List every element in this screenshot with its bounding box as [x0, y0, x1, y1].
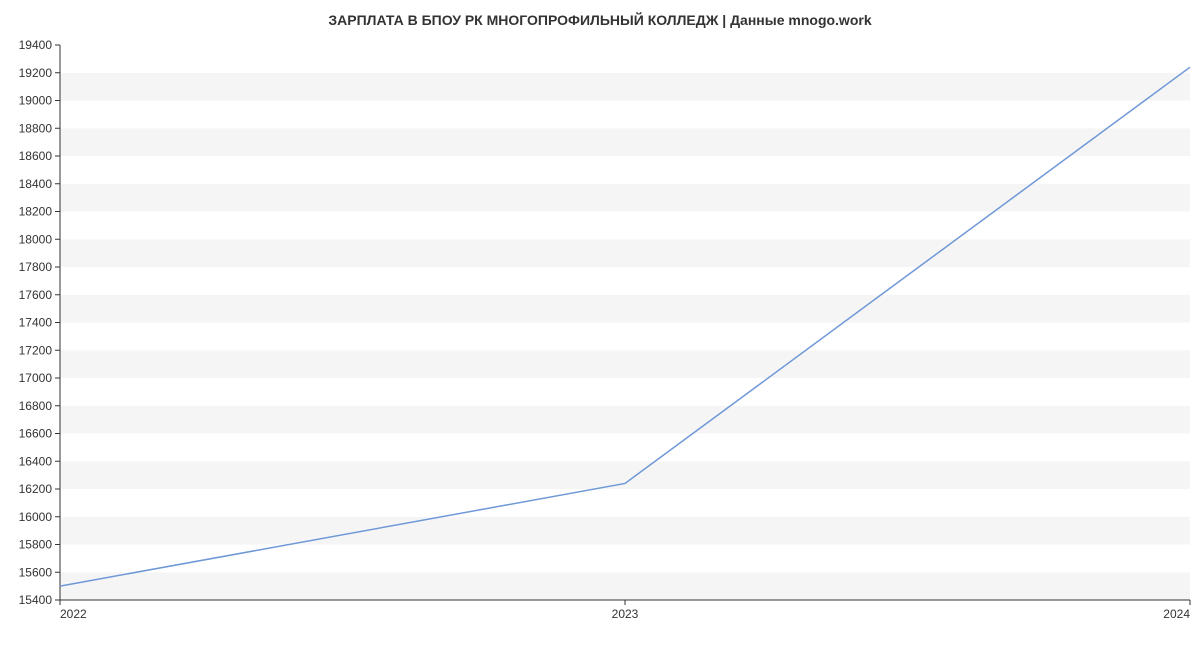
y-tick-label: 18600 [19, 149, 53, 163]
x-tick-label: 2022 [60, 607, 87, 621]
grid-stripe [60, 406, 1190, 434]
grid-stripe [60, 434, 1190, 462]
y-tick-label: 16800 [19, 399, 53, 413]
y-tick-label: 18400 [19, 177, 53, 191]
y-tick-label: 15800 [19, 538, 53, 552]
grid-stripe [60, 156, 1190, 184]
y-tick-label: 16600 [19, 427, 53, 441]
chart-container: ЗАРПЛАТА В БПОУ РК МНОГОПРОФИЛЬНЫЙ КОЛЛЕ… [0, 0, 1200, 650]
grid-stripe [60, 212, 1190, 240]
y-tick-label: 19400 [19, 38, 53, 52]
grid-stripe [60, 128, 1190, 156]
y-tick-label: 17800 [19, 260, 53, 274]
y-tick-label: 15400 [19, 593, 53, 607]
grid-stripe [60, 489, 1190, 517]
y-tick-label: 18800 [19, 121, 53, 135]
x-tick-label: 2024 [1163, 607, 1190, 621]
chart-title: ЗАРПЛАТА В БПОУ РК МНОГОПРОФИЛЬНЫЙ КОЛЛЕ… [0, 12, 1200, 28]
grid-stripe [60, 184, 1190, 212]
grid-stripe [60, 461, 1190, 489]
grid-stripe [60, 350, 1190, 378]
line-chart: 15400 15600 15800 16000 16200 16400 16600 16800… [0, 0, 1200, 650]
grid-stripe [60, 545, 1190, 573]
grid-stripe [60, 295, 1190, 323]
y-tick-label: 16200 [19, 482, 53, 496]
y-tick-label: 19200 [19, 66, 53, 80]
grid-stripe [60, 73, 1190, 101]
grid-stripe [60, 378, 1190, 406]
grid-stripe [60, 572, 1190, 600]
y-tick-label: 17200 [19, 343, 53, 357]
grid-stripe [60, 239, 1190, 267]
y-tick-label: 17000 [19, 371, 53, 385]
grid-stripe [60, 267, 1190, 295]
y-tick-label: 16400 [19, 454, 53, 468]
y-tick-label: 16000 [19, 510, 53, 524]
y-tick-label: 19000 [19, 94, 53, 108]
grid-stripe [60, 517, 1190, 545]
x-tick-label: 2023 [612, 607, 639, 621]
grid-stripe [60, 101, 1190, 129]
y-tick-label: 18000 [19, 232, 53, 246]
y-tick-label: 17600 [19, 288, 53, 302]
y-tick-label: 15600 [19, 565, 53, 579]
y-tick-label: 18200 [19, 205, 53, 219]
grid-stripe [60, 323, 1190, 351]
grid-stripe [60, 45, 1190, 73]
y-tick-label: 17400 [19, 316, 53, 330]
